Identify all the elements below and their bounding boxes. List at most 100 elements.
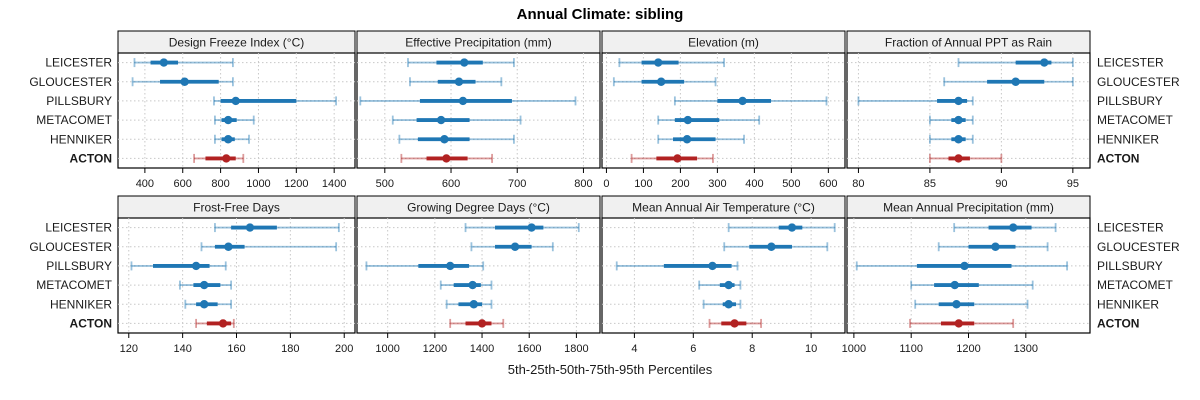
row-label-right-henniker: HENNIKER <box>1097 132 1159 146</box>
percentile-interval-leicester <box>727 223 836 233</box>
median-dot <box>458 96 468 106</box>
percentile-interval-pillsbury <box>673 96 828 106</box>
row-label-right-leicester: LEICESTER <box>1097 56 1164 70</box>
row-label-left-pillsbury: PILLSBURY <box>46 259 112 273</box>
median-dot <box>682 135 692 144</box>
x-tick-label: 90 <box>995 178 1007 190</box>
percentile-interval-gloucester <box>943 77 1074 87</box>
median-dot <box>199 280 209 290</box>
panel-design-freeze-index-c: Design Freeze Index (°C) 400 600 800 1000 120… <box>117 30 356 190</box>
median-dot <box>708 261 717 271</box>
x-tick-label: 10 <box>805 343 817 355</box>
median-dot <box>954 135 963 144</box>
row-label-right-pillsbury: PILLSBURY <box>1097 259 1163 273</box>
percentile-interval-acton <box>929 153 1003 163</box>
percentile-interval-leicester <box>618 58 725 68</box>
percentile-interval-gloucester <box>470 242 554 252</box>
panel-title: Mean Annual Air Temperature (°C) <box>632 201 815 215</box>
median-dot <box>159 58 169 67</box>
panel-plot-area <box>846 52 1091 169</box>
percentile-interval-metacomet <box>179 280 233 290</box>
percentile-interval-leicester <box>214 223 340 233</box>
panel-title: Fraction of Annual PPT as Rain <box>885 36 1052 50</box>
panel-mean-annual-air-temperature-c: Mean Annual Air Temperature (°C) 4 6 8 10 <box>601 195 846 355</box>
row-label-right-acton: ACTON <box>1097 151 1139 165</box>
median-dot <box>442 154 451 163</box>
percentile-interval-acton <box>400 153 493 163</box>
x-tick-label: 1300 <box>1014 343 1038 355</box>
panel-title: Elevation (m) <box>688 36 759 50</box>
x-tick-label: 180 <box>281 343 299 355</box>
percentile-interval-henniker <box>702 299 742 309</box>
panel-plot-area <box>601 52 846 169</box>
panel-title: Design Freeze Index (°C) <box>169 36 305 50</box>
median-dot <box>950 280 959 290</box>
percentile-interval-gloucester <box>200 242 338 252</box>
panel-title: Effective Precipitation (mm) <box>405 36 552 50</box>
percentile-interval-pillsbury <box>359 96 577 106</box>
x-tick-label: 1100 <box>899 343 923 355</box>
x-axis-label: 5th-25th-50th-75th-95th Percentiles <box>507 362 713 377</box>
percentile-interval-metacomet <box>657 115 761 125</box>
median-dot <box>222 154 231 163</box>
row-label-right-gloucester: GLOUCESTER <box>1097 240 1180 254</box>
percentile-interval-henniker <box>929 134 974 144</box>
median-dot <box>231 96 240 106</box>
row-label-left-acton: ACTON <box>70 316 112 330</box>
x-tick-label: 300 <box>708 178 726 190</box>
x-tick-label: 140 <box>173 343 191 355</box>
percentile-interval-henniker <box>914 299 1029 309</box>
panel-title: Mean Annual Precipitation (mm) <box>883 201 1054 215</box>
median-dot <box>724 280 733 290</box>
row-label-left-gloucester: GLOUCESTER <box>29 75 112 89</box>
x-tick-label: 95 <box>1067 178 1079 190</box>
percentile-interval-gloucester <box>131 77 234 87</box>
panel-frost-free-days: Frost-Free Days 120 140 160 180 200 <box>117 195 356 355</box>
row-label-left-acton: ACTON <box>70 151 112 165</box>
median-dot <box>954 154 963 163</box>
percentile-interval-henniker <box>398 134 515 144</box>
median-dot <box>954 319 963 328</box>
median-dot <box>460 58 469 67</box>
x-tick-label: 200 <box>335 343 353 355</box>
percentile-interval-metacomet <box>214 115 255 125</box>
x-tick-label: 800 <box>574 178 592 190</box>
median-dot <box>683 115 693 125</box>
median-dot <box>991 242 1000 251</box>
x-tick-label: 1200 <box>956 343 980 355</box>
median-dot <box>673 154 682 163</box>
median-dot <box>510 242 520 251</box>
x-tick-label: 1000 <box>246 178 270 190</box>
row-label-right-leicester: LEICESTER <box>1097 221 1164 235</box>
median-dot <box>445 261 455 271</box>
percentile-interval-henniker <box>214 134 250 144</box>
row-label-right-henniker: HENNIKER <box>1097 297 1159 311</box>
x-tick-label: 160 <box>227 343 245 355</box>
percentile-interval-acton <box>193 153 245 163</box>
x-tick-label: 1000 <box>842 343 866 355</box>
median-dot <box>767 242 776 251</box>
panel-plot-area <box>117 52 356 169</box>
x-tick-label: 400 <box>745 178 763 190</box>
percentile-interval-acton <box>909 318 1015 328</box>
percentile-interval-henniker <box>184 299 233 309</box>
x-tick-label: 1600 <box>517 343 541 355</box>
panel-title: Growing Degree Days (°C) <box>407 201 550 215</box>
median-dot <box>440 135 449 144</box>
row-label-left-metacomet: METACOMET <box>36 278 112 292</box>
x-tick-label: 600 <box>442 178 460 190</box>
percentile-interval-leicester <box>464 223 580 233</box>
chart-title: Annual Climate: sibling <box>516 6 684 23</box>
median-dot <box>952 300 961 309</box>
x-tick-label: 4 <box>631 343 637 355</box>
x-tick-label: 100 <box>634 178 652 190</box>
x-tick-label: 500 <box>782 178 800 190</box>
x-tick-label: 1400 <box>322 178 346 190</box>
row-label-left-metacomet: METACOMET <box>36 113 112 127</box>
percentile-interval-pillsbury <box>213 96 337 106</box>
median-dot <box>1040 58 1049 67</box>
percentile-interval-pillsbury <box>855 261 1068 271</box>
row-label-right-metacomet: METACOMET <box>1097 113 1173 127</box>
